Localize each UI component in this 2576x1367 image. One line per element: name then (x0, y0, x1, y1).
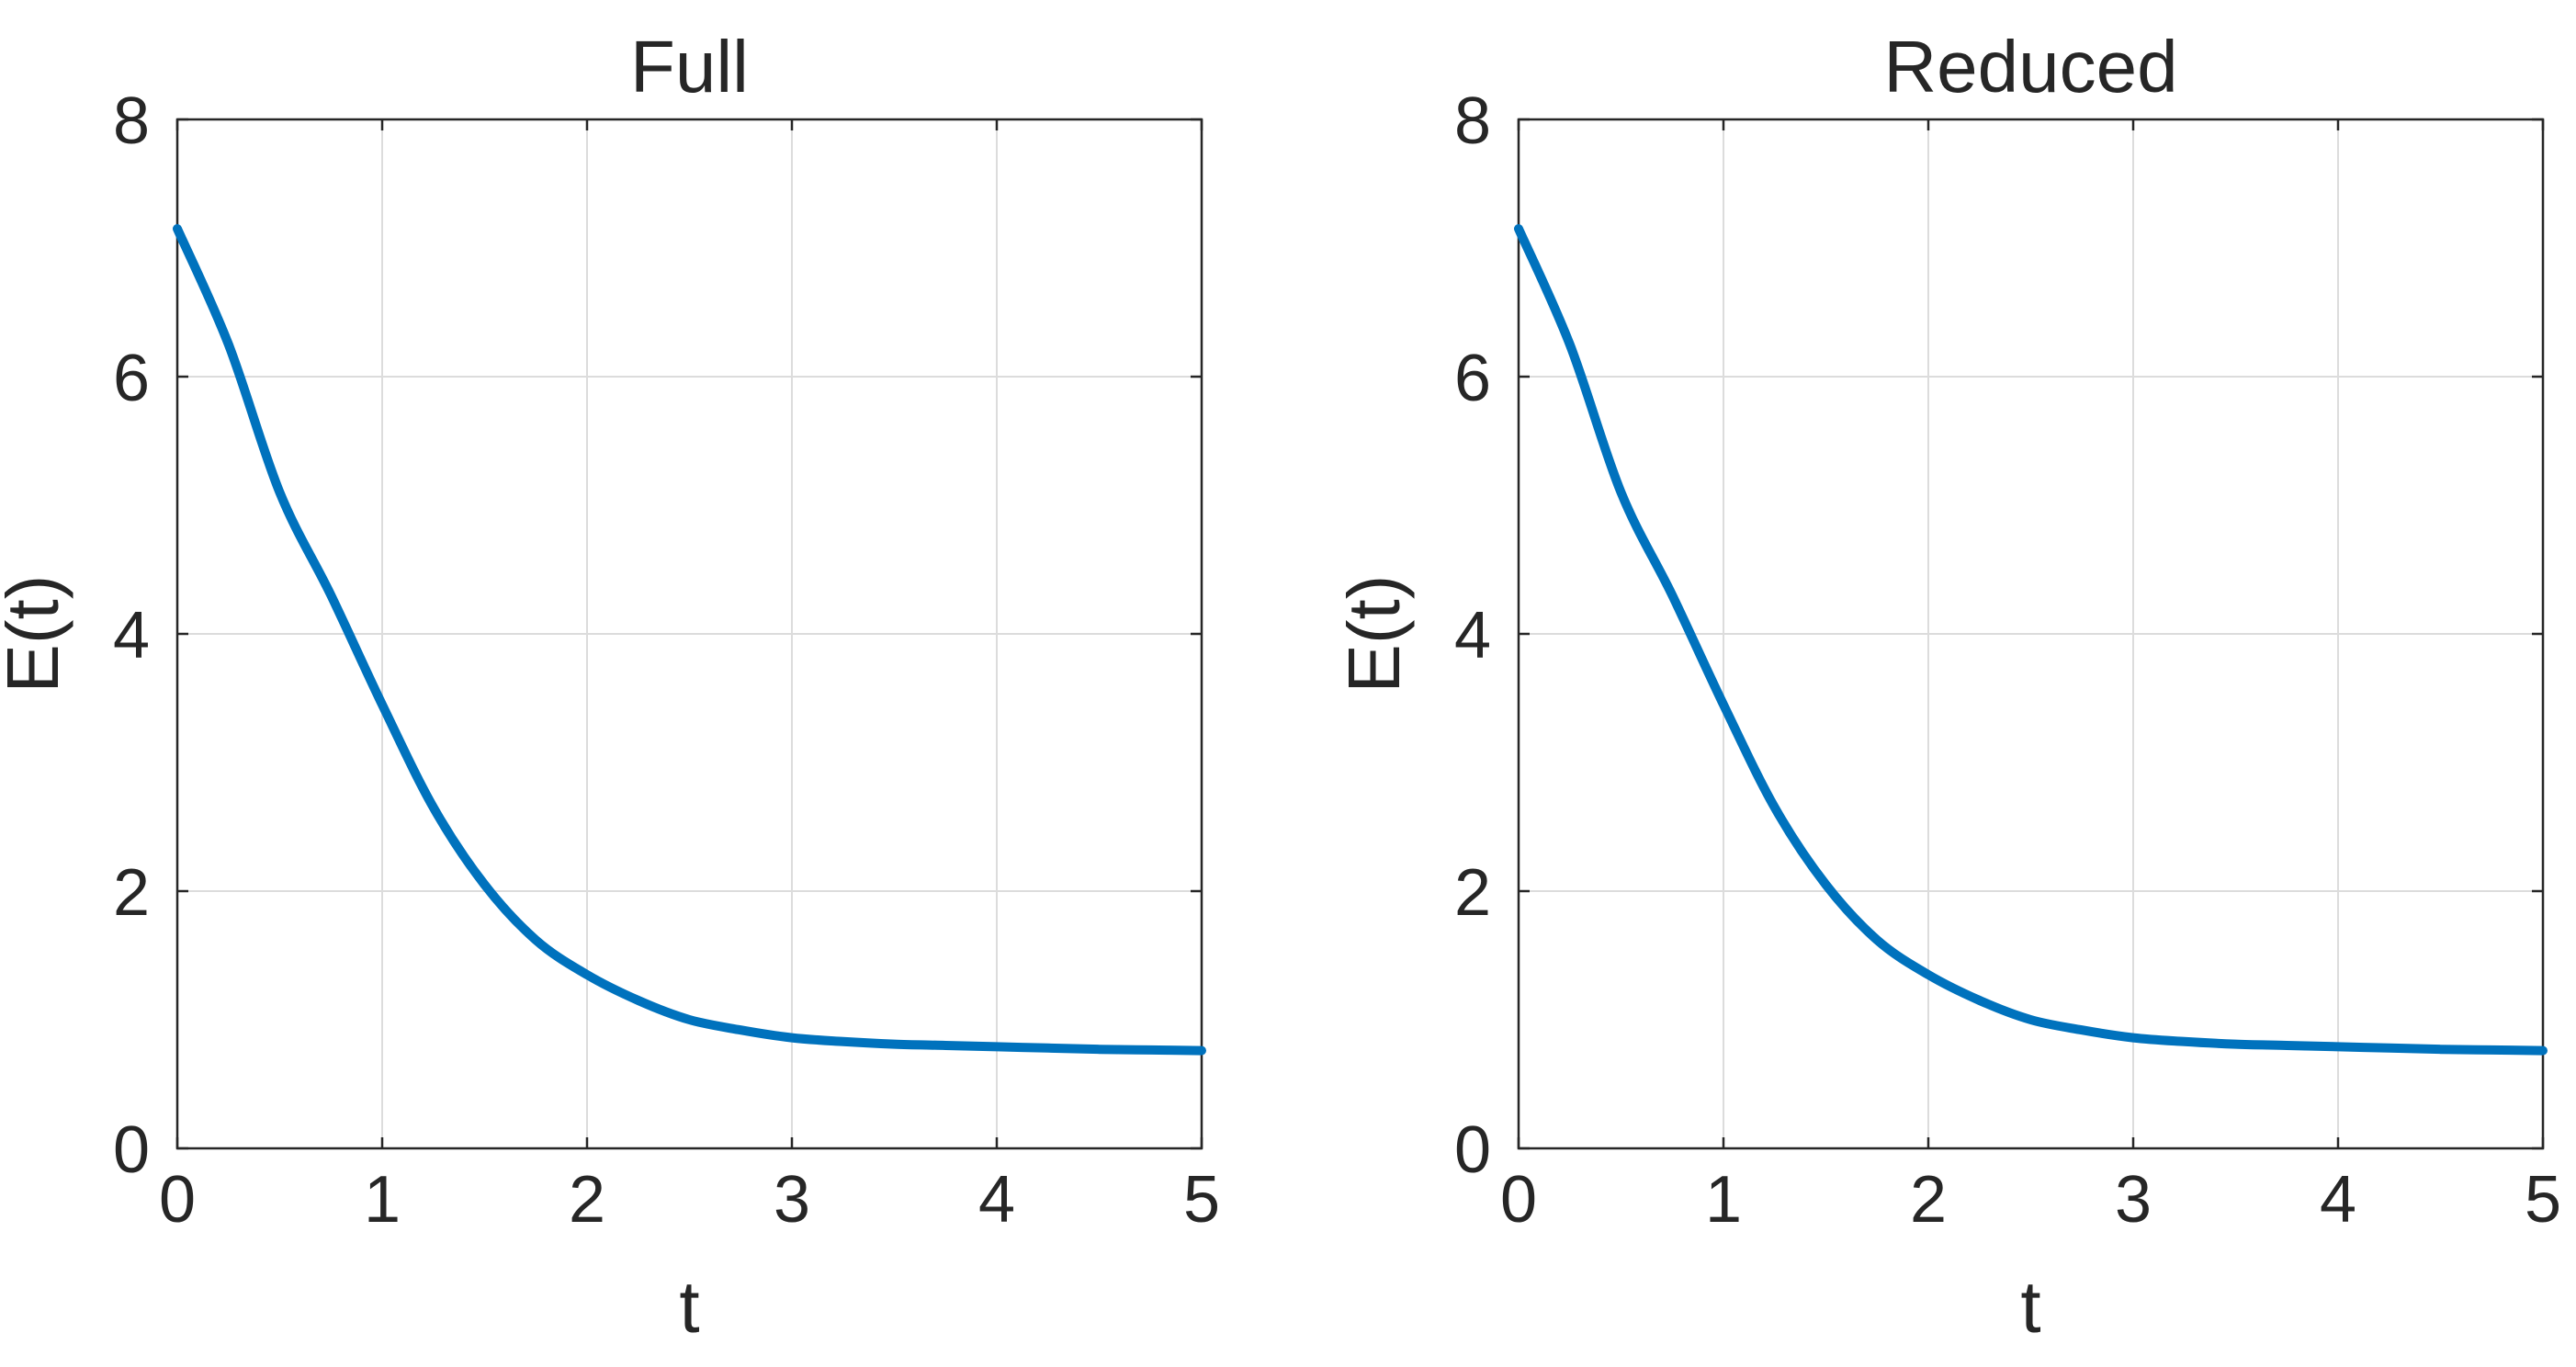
full-x-tick-label-2: 2 (569, 1163, 605, 1237)
full-panel-title: Full (630, 26, 749, 107)
full-energy-line (173, 224, 1206, 1056)
reduced-x-tick-label-4: 4 (2320, 1163, 2356, 1237)
reduced-x-axis-label: t (2020, 1266, 2040, 1348)
reduced-y-axis-label: E(t) (1333, 575, 1415, 694)
full-x-tick-label-0: 0 (159, 1163, 196, 1237)
reduced-panel: 0 1 2 3 4 5 0 2 4 6 8 Reduced t E(t) (1333, 26, 2561, 1348)
reduced-axes (1517, 118, 2545, 1150)
full-y-tick-label-2: 2 (113, 856, 150, 930)
full-x-tick-label-3: 3 (774, 1163, 810, 1237)
reduced-energy-line (1514, 224, 2548, 1056)
reduced-y-tick-label-2: 2 (1454, 856, 1491, 930)
reduced-x-tick-label-1: 1 (1705, 1163, 1742, 1237)
reduced-x-tick-label-0: 0 (1500, 1163, 1537, 1237)
reduced-y-tick-label-0: 0 (1454, 1113, 1491, 1187)
full-y-tick-label-4: 4 (113, 599, 150, 672)
full-y-tick-label-6: 6 (113, 342, 150, 415)
reduced-x-tick-label-3: 3 (2115, 1163, 2152, 1237)
full-y-tick-label-0: 0 (113, 1113, 150, 1187)
reduced-x-tick-label-5: 5 (2525, 1163, 2561, 1237)
full-x-tick-label-5: 5 (1183, 1163, 1220, 1237)
reduced-y-tick-label-8: 8 (1454, 85, 1491, 158)
reduced-x-tick-label-2: 2 (1910, 1163, 1947, 1237)
full-y-tick-label-8: 8 (113, 85, 150, 158)
full-x-tick-label-1: 1 (364, 1163, 401, 1237)
reduced-tick-labels: 0 1 2 3 4 5 0 2 4 6 8 (1454, 85, 2561, 1237)
reduced-panel-title: Reduced (1883, 26, 2177, 107)
full-y-axis-label: E(t) (0, 575, 73, 694)
full-x-axis-label: t (679, 1266, 699, 1348)
full-panel: 0 1 2 3 4 5 0 2 4 6 8 Full t E(t) (0, 26, 1220, 1348)
reduced-y-tick-label-6: 6 (1454, 342, 1491, 415)
full-tick-labels: 0 1 2 3 4 5 0 2 4 6 8 (113, 85, 1220, 1237)
full-axes (175, 118, 1203, 1150)
reduced-y-tick-label-4: 4 (1454, 599, 1491, 672)
full-x-tick-label-4: 4 (978, 1163, 1015, 1237)
